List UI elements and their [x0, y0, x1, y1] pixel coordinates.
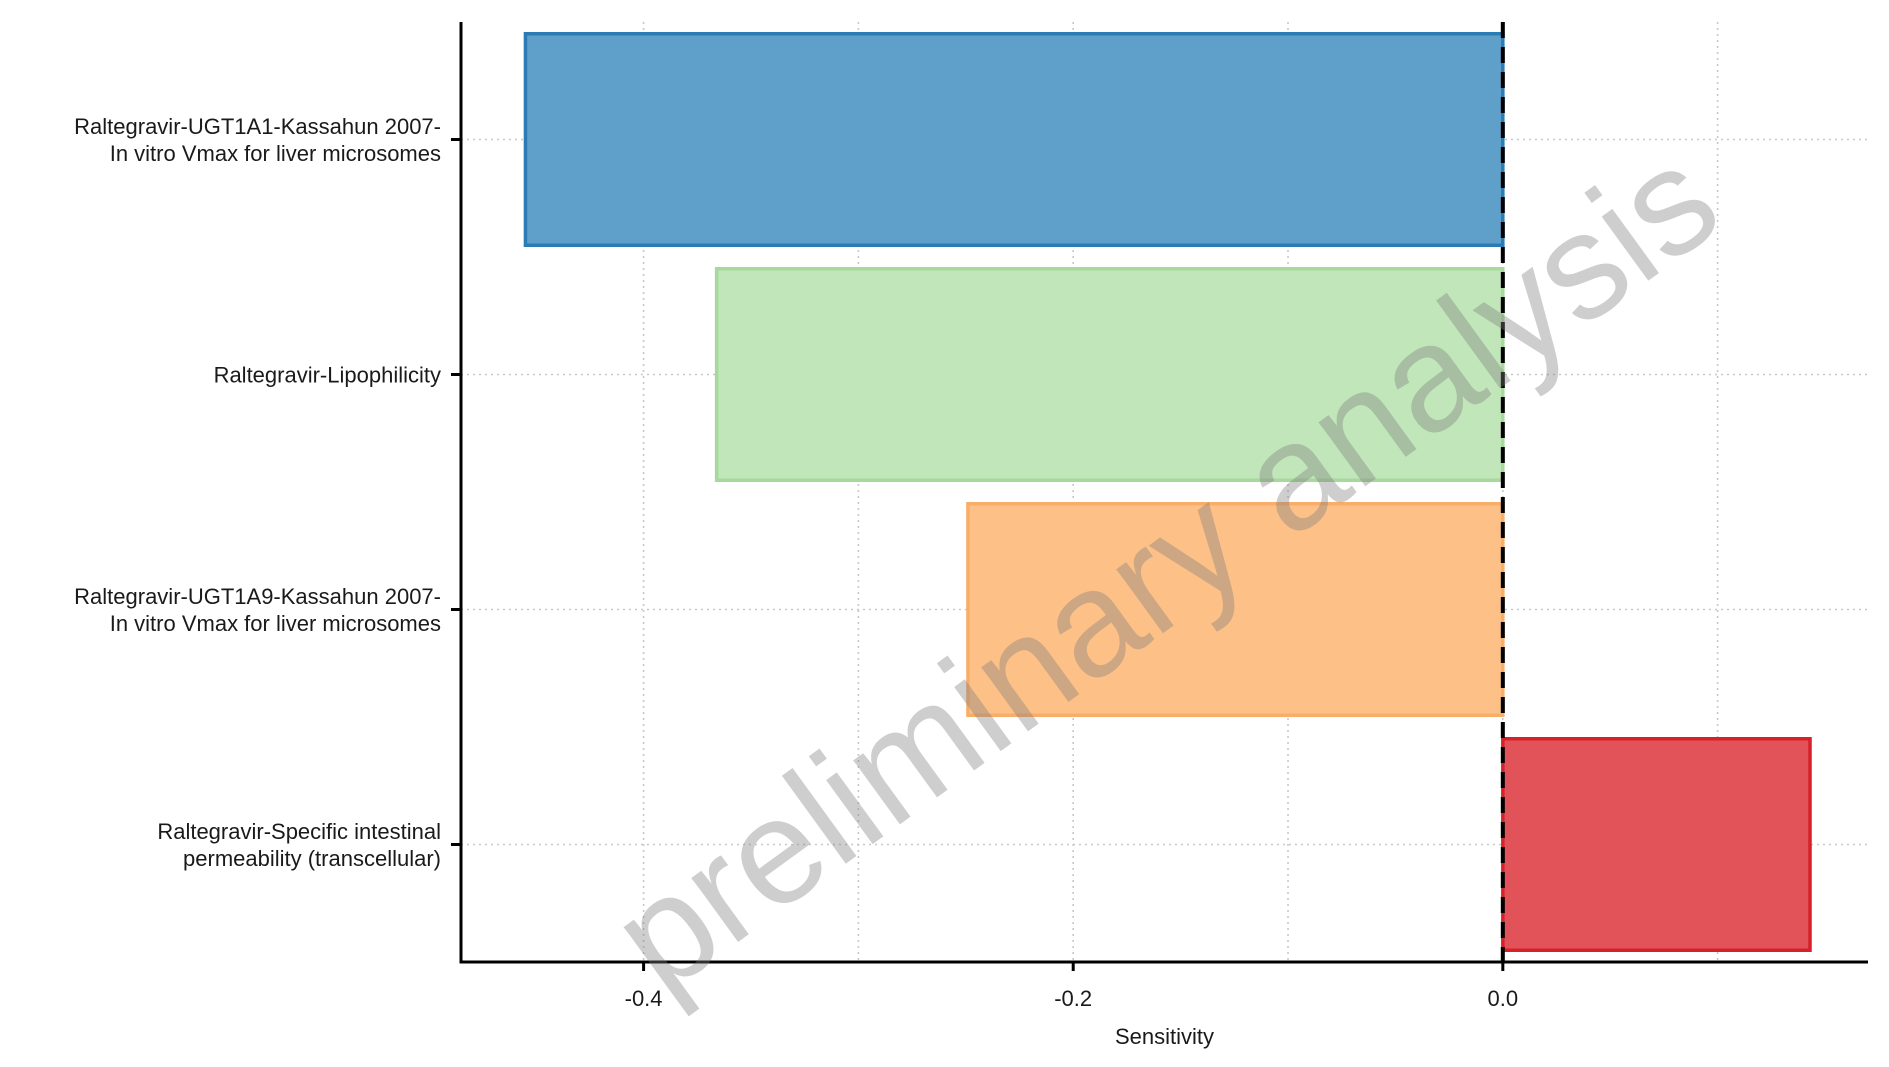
x-axis-title: Sensitivity	[1115, 1024, 1214, 1049]
y-category-label: Raltegravir-Lipophilicity	[214, 363, 441, 388]
y-category-label: Raltegravir-UGT1A9-Kassahun 2007-	[74, 584, 441, 609]
bar	[966, 502, 1505, 717]
labels-layer: -0.4 -0.2 0.0 Raltegravir-UGT1A1-Kassahun 2…	[74, 114, 1518, 1049]
y-category-label: Raltegravir-Specific intestinal	[157, 819, 441, 844]
x-tick-label: -0.2	[1054, 986, 1092, 1011]
bar	[1501, 737, 1812, 952]
x-tick-label: -0.4	[625, 986, 663, 1011]
x-tick-label: 0.0	[1488, 986, 1519, 1011]
axes-layer	[451, 22, 1868, 971]
y-category-label: Raltegravir-UGT1A1-Kassahun 2007-	[74, 114, 441, 139]
bar	[523, 32, 1505, 247]
y-category-label: permeability (transcellular)	[183, 846, 441, 871]
y-category-label: In vitro Vmax for liver microsomes	[110, 611, 441, 636]
y-category-label: In vitro Vmax for liver microsomes	[110, 141, 441, 166]
